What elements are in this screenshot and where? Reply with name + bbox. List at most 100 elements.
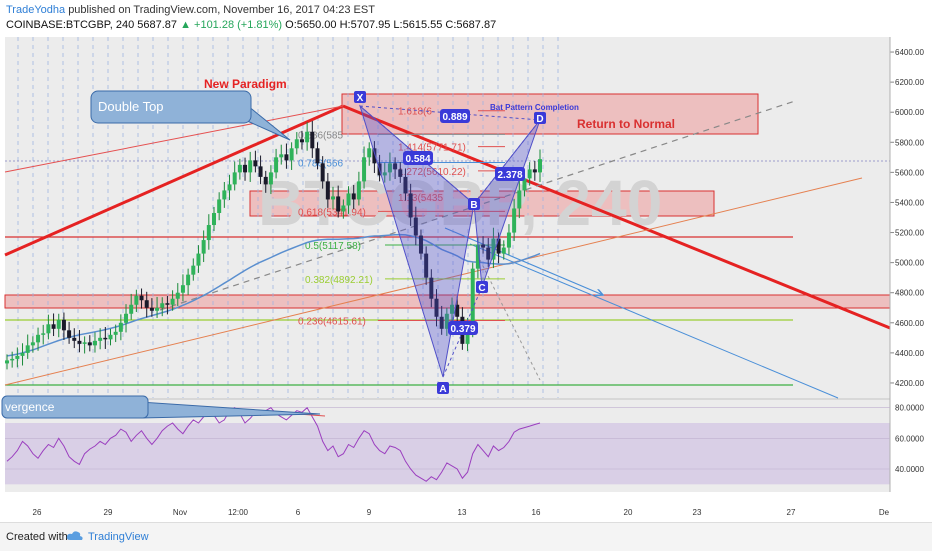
price-tick-label: 4800.00 (895, 289, 924, 298)
xb-link (359, 105, 475, 205)
candle-body (331, 196, 336, 200)
candle-body (155, 307, 160, 311)
candle-body (470, 268, 475, 329)
pattern-point-c-label: C (478, 283, 485, 294)
fib-level-label: 1.414(5771.71) (398, 143, 466, 154)
trend-line-up (4, 104, 344, 257)
candle-body (382, 172, 387, 176)
candle-body (258, 166, 263, 177)
candle-body (346, 193, 351, 206)
rsi-band (5, 423, 890, 485)
ratio-badge-label: 0.889 (442, 112, 467, 123)
candle-body (222, 190, 227, 200)
candle-body (512, 208, 517, 233)
pattern-point-x-badge (354, 91, 366, 103)
candle-body (320, 163, 325, 182)
candle-body (455, 304, 460, 317)
candle-body (325, 181, 330, 200)
price-tick-label: 4400.00 (895, 349, 924, 358)
channel-lower (4, 177, 863, 386)
candle-body (393, 163, 398, 170)
candle-body (253, 160, 258, 167)
candle-body (36, 334, 41, 343)
bat-completion-label: Bat Pattern Completion (490, 103, 579, 112)
candle-body (129, 304, 134, 314)
candle-body (398, 169, 403, 177)
candle-body (20, 352, 25, 356)
footer-bar: Created with TradingView (0, 522, 932, 551)
rsi-tick-label: 80.0000 (895, 404, 924, 413)
candle-body (268, 172, 273, 185)
candle-body (61, 319, 66, 331)
candle-body (56, 319, 61, 329)
candle-body (351, 193, 356, 200)
candle-body (196, 253, 201, 266)
new-paradigm-label: New Paradigm (204, 77, 287, 91)
channel-upper (4, 105, 344, 173)
candle-body (98, 337, 103, 341)
dotted-guide (479, 259, 541, 381)
pattern-point-x-label: X (357, 93, 364, 104)
candle-body (248, 160, 253, 173)
tradingview-link[interactable]: TradingView (88, 531, 149, 543)
price-tick-label: 5800.00 (895, 138, 924, 147)
candle-body (305, 131, 310, 143)
fib-level-label: 0.236(4615.61) (298, 317, 366, 328)
candle-body (227, 184, 232, 191)
candle-body (87, 342, 92, 346)
blue-diagonal (469, 243, 839, 399)
candle-body (118, 322, 123, 332)
low-value: L:5615.55 (393, 19, 443, 31)
candle-body (475, 244, 480, 269)
time-tick-label: Nov (173, 508, 187, 517)
open-value: O:5650.00 (285, 19, 337, 31)
publisher-name[interactable]: TradeYodha (6, 4, 66, 16)
ratio-badge (403, 151, 433, 165)
candle-body (284, 154, 289, 161)
symbol: COINBASE:BTCGBP, 240 (6, 19, 135, 31)
candle-body (103, 337, 108, 340)
candle-body (144, 300, 149, 308)
price-chart[interactable]: BTCGBP, 240 1.618(6 0.886(585 1.414(5771.7… (0, 0, 932, 522)
time-tick-label: 29 (104, 508, 113, 517)
divergence-box (1, 395, 149, 419)
rsi-tick-label: 60.0000 (895, 434, 924, 443)
projection-arrow (444, 227, 603, 295)
candle-body (274, 157, 279, 173)
candle-body (356, 181, 361, 200)
candle-body (362, 157, 367, 182)
candle-body (532, 169, 537, 173)
candle-body (82, 342, 87, 344)
candle-body (413, 217, 418, 236)
ratio-badge (448, 321, 478, 335)
pattern-point-b-badge (468, 198, 480, 210)
candle-body (424, 253, 429, 278)
created-with-text: Created with (6, 531, 68, 543)
ratio-badge-label: 2.378 (497, 170, 522, 181)
time-tick-label: 27 (787, 508, 796, 517)
candle-body (108, 334, 113, 340)
fib-level-label: 0.5(5117.58) (305, 241, 361, 252)
ratio-badge (495, 167, 525, 181)
target-zone (341, 93, 759, 135)
candle-body (175, 292, 180, 299)
return-normal-label: Return to Normal (577, 117, 675, 131)
candle-body (538, 159, 542, 173)
candle-body (170, 298, 175, 305)
close-value: C:5687.87 (445, 19, 497, 31)
candle-body (217, 199, 222, 213)
candle-body (294, 139, 299, 149)
candle-body (289, 148, 294, 161)
rsi-tick-label: 40.0000 (895, 465, 924, 474)
candle-body (450, 304, 455, 314)
moving-average-line (6, 233, 541, 357)
candle-body (263, 176, 268, 185)
fib-level-label: 0.382(4892.21) (305, 275, 373, 286)
price-change: ▲ +101.28 (+1.81%) (180, 19, 283, 31)
candle-body (444, 313, 449, 329)
candle-body (201, 240, 206, 254)
candle-body (15, 355, 20, 359)
high-value: H:5707.95 (339, 19, 391, 31)
ratio-badge (440, 109, 470, 123)
candle-body (527, 169, 532, 179)
